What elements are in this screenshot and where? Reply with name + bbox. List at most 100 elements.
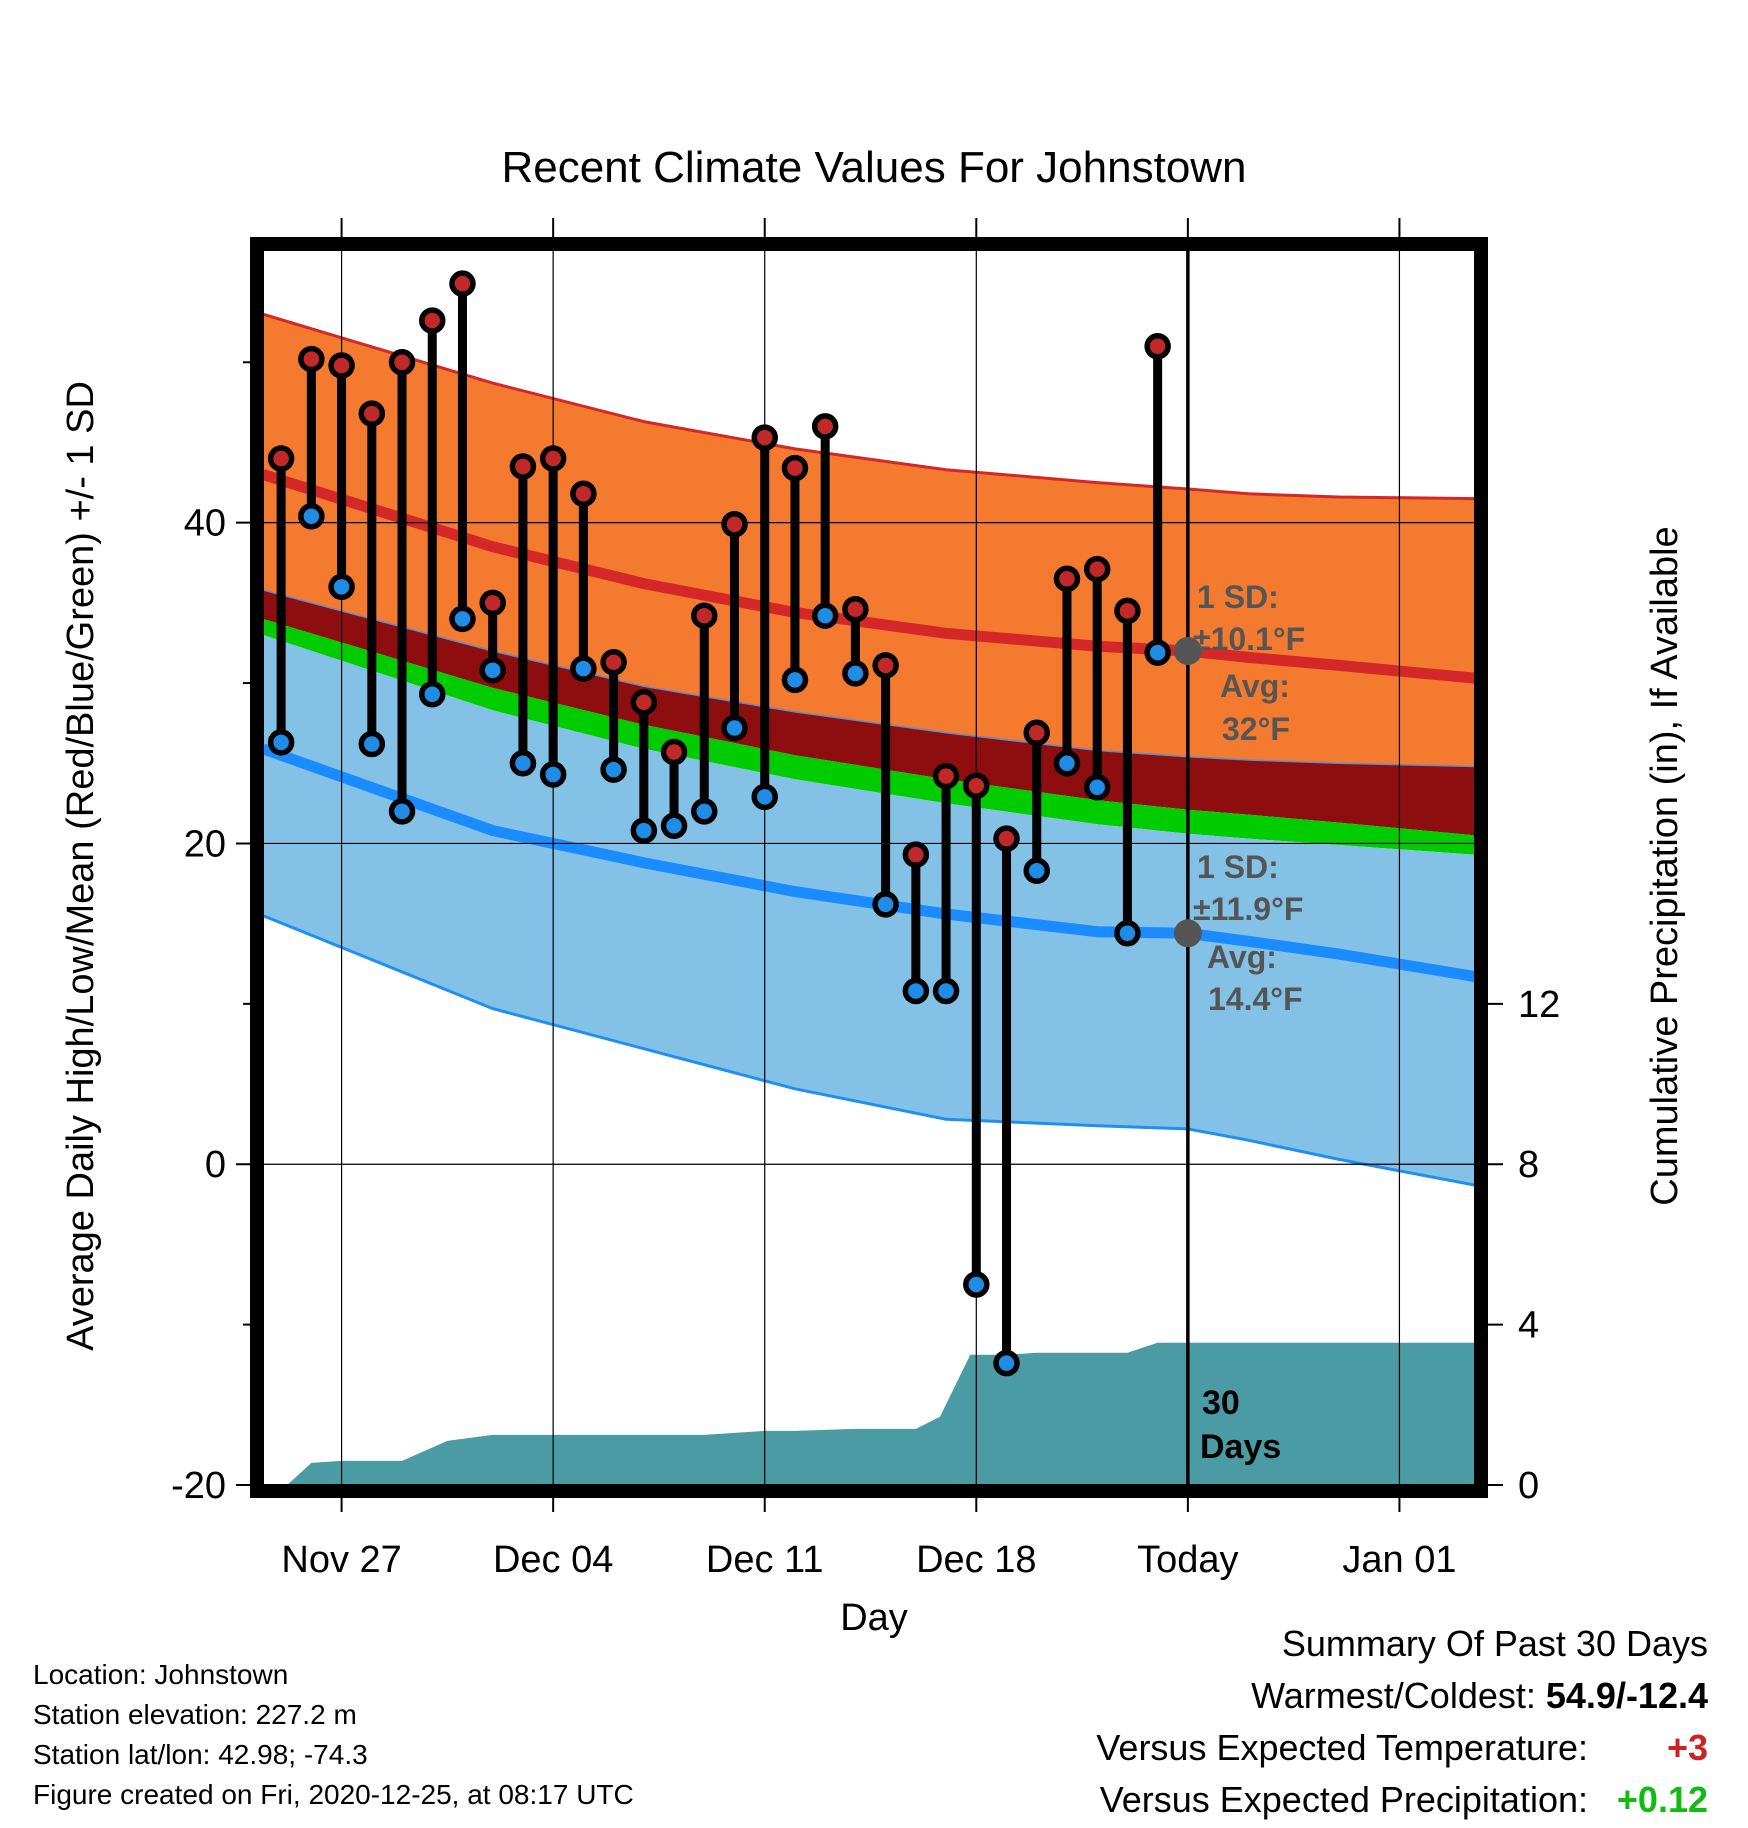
summary-precip-row: Versus Expected Precipitation: +0.12: [1096, 1774, 1708, 1826]
high-point: [419, 307, 446, 334]
x-tick-label: Jan 01: [1342, 1539, 1456, 1581]
precipitation-area: [263, 1342, 1475, 1485]
y-tick-label: 40: [184, 503, 226, 545]
temp-label: Versus Expected Temperature:: [1096, 1727, 1588, 1768]
high-point: [570, 480, 597, 508]
low-point: [993, 1349, 1020, 1377]
precip-tick-label: 8: [1518, 1144, 1539, 1186]
low-point: [842, 660, 869, 687]
high-point: [932, 762, 960, 790]
mean-band: [263, 590, 1475, 836]
temp-value: +3: [1666, 1727, 1708, 1768]
low-point: [600, 756, 627, 783]
high-point: [842, 596, 869, 623]
created-text: Figure created on Fri, 2020-12-25, at 08…: [33, 1779, 634, 1810]
low-point: [328, 573, 355, 601]
low-point: [660, 812, 688, 840]
low-point: [570, 655, 597, 682]
high-point: [872, 652, 899, 679]
precip-tick-label: 4: [1518, 1305, 1539, 1347]
high-point: [1083, 555, 1111, 583]
low-point: [388, 798, 416, 825]
x-tick-label: Dec 04: [493, 1539, 613, 1581]
low-avg-label: Avg:: [1207, 939, 1277, 975]
days-count: 30: [1202, 1384, 1240, 1422]
annotations: 1 SD: ±10.1°F Avg: 32°F 1 SD: ±11.9°F Avg: 14.4…: [1173, 579, 1305, 1466]
low-point: [721, 714, 748, 742]
low-avg-value: 14.4°F: [1208, 981, 1303, 1017]
low-point: [1053, 749, 1081, 777]
mean-line-band: [263, 618, 1475, 855]
high-point: [298, 345, 325, 373]
low-point: [902, 977, 930, 1005]
today-low-avg-dot: [1173, 919, 1202, 948]
station-info: Location: Johnstown Station elevation: 2…: [33, 1655, 634, 1815]
y-tick-label: -20: [171, 1465, 226, 1507]
y-axis-label-left: Average Daily High/Low/Mean (Red/Blue/Gr…: [60, 381, 102, 1351]
high-point: [1114, 597, 1141, 625]
high-point: [1053, 565, 1081, 593]
low-point: [630, 817, 658, 844]
low-point: [479, 656, 506, 684]
low-point: [1114, 920, 1141, 947]
summary-heading: Summary Of Past 30 Days: [1281, 1623, 1708, 1664]
x-axis-label: Day: [840, 1597, 908, 1639]
normal-low-line: [263, 743, 1475, 983]
y-tick-label: 20: [184, 823, 226, 865]
low-point: [509, 749, 537, 777]
days-label: Days: [1200, 1428, 1281, 1466]
low-point: [1083, 774, 1111, 801]
x-tick-label: Dec 11: [706, 1539, 824, 1581]
location-text: Location: Johnstown: [33, 1659, 289, 1690]
high-sd-label: 1 SD:: [1197, 579, 1279, 615]
high-point: [902, 841, 930, 868]
mean-upper-line: [263, 589, 1475, 768]
precip-tick-label: 12: [1518, 984, 1560, 1026]
precip-value: +0.12: [1616, 1779, 1708, 1820]
high-point: [751, 424, 778, 451]
y-tick-label: 0: [205, 1144, 226, 1186]
low-point: [963, 1271, 990, 1298]
high-point: [811, 413, 839, 440]
low-point: [358, 730, 386, 758]
low-point: [932, 977, 960, 1005]
low-point: [1144, 639, 1171, 666]
high-upper-line: [263, 312, 1475, 501]
precip-label: Versus Expected Precipitation:: [1099, 1779, 1588, 1820]
high-point: [479, 589, 506, 617]
summary-warmest-row: Warmest/Coldest: 54.9/-12.4: [1096, 1670, 1708, 1722]
low-lower-line: [263, 914, 1475, 1187]
x-tick-label: Today: [1137, 1539, 1238, 1581]
high-point: [721, 511, 748, 538]
summary-temp-row: Versus Expected Temperature: +3: [1096, 1722, 1708, 1774]
high-point: [1144, 332, 1171, 360]
high-point: [993, 825, 1020, 852]
low-point: [298, 502, 325, 530]
high-point: [509, 453, 537, 480]
high-point: [267, 445, 295, 472]
low-point: [419, 681, 446, 708]
low-sd-label: 1 SD:: [1197, 849, 1279, 885]
high-point: [963, 772, 990, 799]
chart-title: Recent Climate Values For Johnstown: [501, 143, 1246, 192]
low-point: [781, 666, 809, 694]
high-sd-value: ±10.1°F: [1193, 621, 1305, 657]
low-point: [267, 729, 295, 756]
high-point: [358, 400, 386, 427]
latlon-text: Station lat/lon: 42.98; -74.3: [33, 1739, 368, 1770]
high-point: [691, 602, 718, 629]
high-point: [539, 445, 567, 472]
high-point: [630, 689, 658, 716]
low-point: [1023, 857, 1050, 884]
low-point: [751, 783, 778, 811]
high-point: [1023, 719, 1050, 747]
high-avg-value: 32°F: [1222, 711, 1290, 747]
elevation-text: Station elevation: 227.2 m: [33, 1699, 357, 1730]
x-tick-label: Dec 18: [916, 1539, 1036, 1581]
low-point: [691, 798, 718, 825]
summary-panel: Summary Of Past 30 Days Warmest/Coldest:…: [1096, 1618, 1708, 1826]
today-high-avg-dot: [1173, 636, 1202, 665]
low-point: [539, 761, 567, 788]
axes: Nov 27 Dec 04 Dec 11 Dec 18 Today Jan 01 -20 0 2…: [171, 218, 1560, 1581]
